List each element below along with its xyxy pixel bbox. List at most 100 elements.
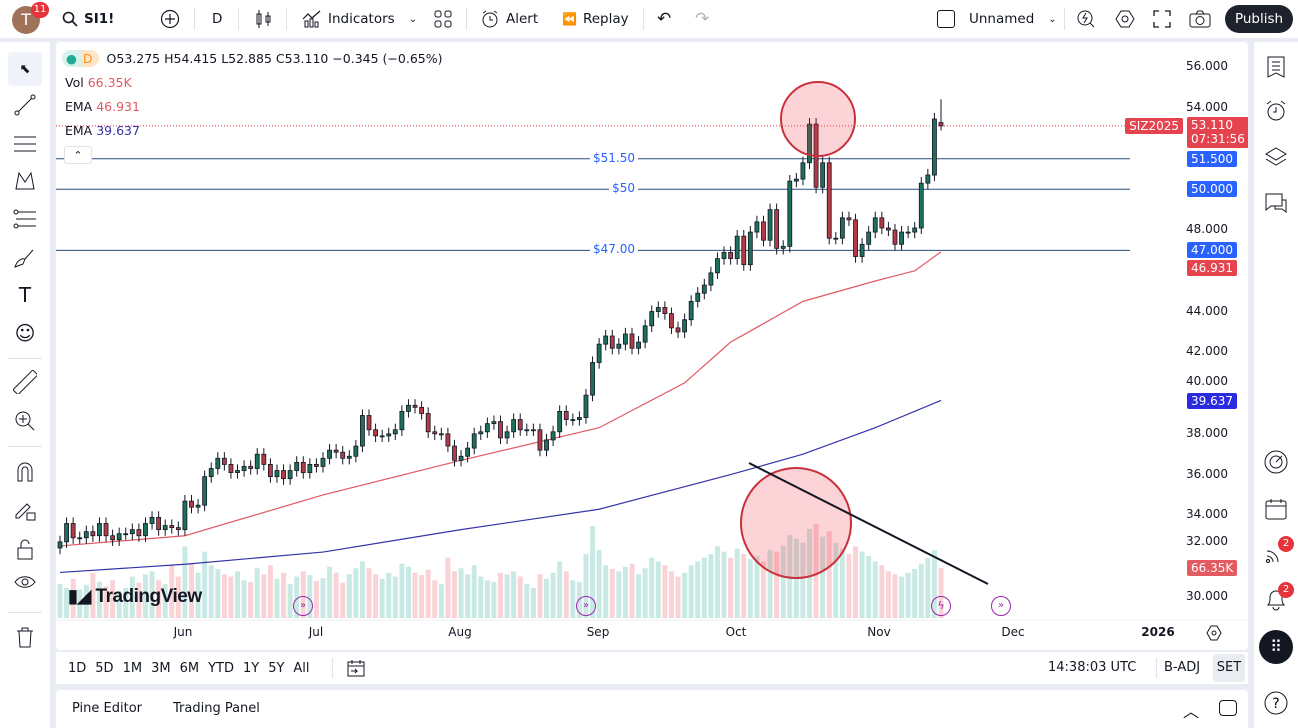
alert-label: Alert [506, 11, 539, 27]
price-chart[interactable] [56, 42, 1248, 650]
help-button[interactable]: ? [1261, 688, 1291, 718]
brush-tool[interactable] [10, 243, 40, 273]
candle-body [583, 394, 589, 418]
layout-button[interactable]: Unnamed ⌄ [937, 0, 1057, 38]
session-toggle[interactable]: SET [1213, 654, 1245, 682]
chart-settings-button[interactable] [1206, 625, 1222, 641]
symbol-search[interactable]: SI1! [62, 0, 114, 38]
plus-circle-icon [160, 9, 180, 29]
zoom-tool[interactable] [10, 406, 40, 436]
candle-body [603, 335, 609, 345]
ema-slow-legend[interactable]: EMA 39.637 [65, 123, 140, 138]
ruler-icon [13, 370, 37, 394]
volume-bar [202, 551, 208, 618]
volume-bar [221, 574, 227, 618]
cursor-tool[interactable]: ⬉ [8, 52, 42, 86]
chats-button[interactable] [1261, 189, 1291, 219]
candle-body [162, 525, 168, 531]
timeframe-5d[interactable]: 5D [95, 660, 114, 676]
timeframe-all[interactable]: All [293, 660, 310, 676]
last-price-tag: 53.110 07:31:56 [1187, 117, 1248, 148]
watchlist-button[interactable] [1261, 52, 1291, 82]
search-icon [62, 11, 78, 27]
volume-legend[interactable]: Vol 66.35K [65, 75, 132, 90]
screenshot-button[interactable] [1189, 0, 1211, 38]
tab-pine-editor[interactable]: Pine Editor [72, 701, 143, 716]
replay-button[interactable]: ⏪ Replay [562, 0, 629, 38]
candle-body [97, 523, 102, 537]
volume-bar [491, 581, 497, 618]
candle-body [221, 457, 227, 465]
candle-body [649, 311, 655, 327]
timeframe-6m[interactable]: 6M [179, 660, 200, 676]
lock-drawings-edit-tool[interactable] [10, 495, 40, 525]
timeframe-ytd[interactable]: YTD [208, 660, 234, 676]
candle-body [721, 252, 727, 259]
quick-search-button[interactable] [1076, 0, 1096, 38]
brush-icon [14, 249, 34, 268]
apps-button[interactable]: ⠿ [1259, 630, 1293, 664]
horizontal-lines-tool[interactable] [10, 129, 40, 159]
measure-tool[interactable] [10, 367, 40, 397]
volume-bar [313, 581, 319, 618]
text-tool[interactable]: T [10, 280, 40, 310]
event-marker-lightning[interactable]: ϟ [931, 596, 951, 616]
fullscreen-button[interactable] [1153, 0, 1171, 38]
publish-button[interactable]: Publish [1225, 5, 1293, 33]
volume-bar [300, 571, 306, 618]
fib-tool[interactable] [10, 204, 40, 234]
clock-readout[interactable]: 14:38:03 UTC [1048, 660, 1137, 675]
magnet-tool[interactable] [10, 457, 40, 487]
candle-body [517, 419, 523, 431]
timeframe-1m[interactable]: 1M [122, 660, 143, 676]
alerts-button[interactable] [1261, 96, 1291, 126]
timeframe-5y[interactable]: 5Y [268, 660, 285, 676]
redo-button[interactable]: ↷ [695, 0, 709, 38]
indicators-button[interactable]: Indicators ⌄ [302, 0, 417, 38]
candle-body [918, 182, 924, 229]
chart-type-button[interactable] [255, 0, 273, 38]
volume-bar [287, 584, 293, 618]
templates-button[interactable] [434, 0, 452, 38]
trend-line-tool[interactable] [10, 90, 40, 120]
chart-pane[interactable]: ● D O53.275 H54.415 L52.885 C53.110 −0.34… [56, 42, 1248, 650]
compare-button[interactable] [160, 0, 180, 38]
event-marker-dividend-1[interactable]: » [293, 596, 313, 616]
maximize-panel-button[interactable] [1219, 700, 1237, 716]
undo-button[interactable]: ↶ [657, 0, 671, 38]
notifications-button[interactable] [1261, 584, 1291, 614]
lock-all-tool[interactable] [10, 534, 40, 564]
news-stream-button[interactable] [1261, 538, 1291, 568]
volume-bar [708, 553, 714, 618]
pattern-tool[interactable] [10, 166, 40, 196]
volume-bar [655, 561, 661, 618]
remove-drawings-tool[interactable] [10, 622, 40, 652]
timeframe-1d[interactable]: 1D [68, 660, 87, 676]
adjustment-toggle[interactable]: B-ADJ [1164, 660, 1201, 675]
candle-body [557, 411, 563, 433]
event-marker-dividend-2[interactable]: » [576, 596, 596, 616]
timeframe-3m[interactable]: 3M [151, 660, 171, 676]
screener-button[interactable] [1261, 447, 1291, 477]
alert-button[interactable]: Alert [480, 0, 538, 38]
timeframe-1y[interactable]: 1Y [242, 660, 260, 676]
candle-body [110, 535, 115, 541]
candle-body [839, 217, 845, 239]
collapse-legend-button[interactable]: ⌃ [64, 146, 92, 164]
ema-fast-legend[interactable]: EMA 46.931 [65, 99, 140, 114]
layout-name: Unnamed [969, 11, 1035, 27]
interval-button[interactable]: D [212, 0, 222, 38]
tab-trading-panel[interactable]: Trading Panel [173, 701, 260, 716]
emoji-tool[interactable]: ☺ [10, 318, 40, 348]
volume-bar [451, 571, 457, 618]
candle-body [609, 335, 615, 349]
go-to-date-button[interactable] [346, 658, 366, 678]
hide-drawings-tool[interactable] [10, 569, 40, 599]
volume-bar [504, 574, 510, 618]
volume-bar [195, 572, 201, 618]
settings-button[interactable] [1115, 0, 1135, 38]
calendar-button[interactable] [1261, 494, 1291, 524]
expand-panel-button[interactable]: ︿ [1183, 698, 1199, 722]
object-tree-button[interactable] [1261, 142, 1291, 172]
event-marker-dividend-3[interactable]: » [991, 596, 1011, 616]
